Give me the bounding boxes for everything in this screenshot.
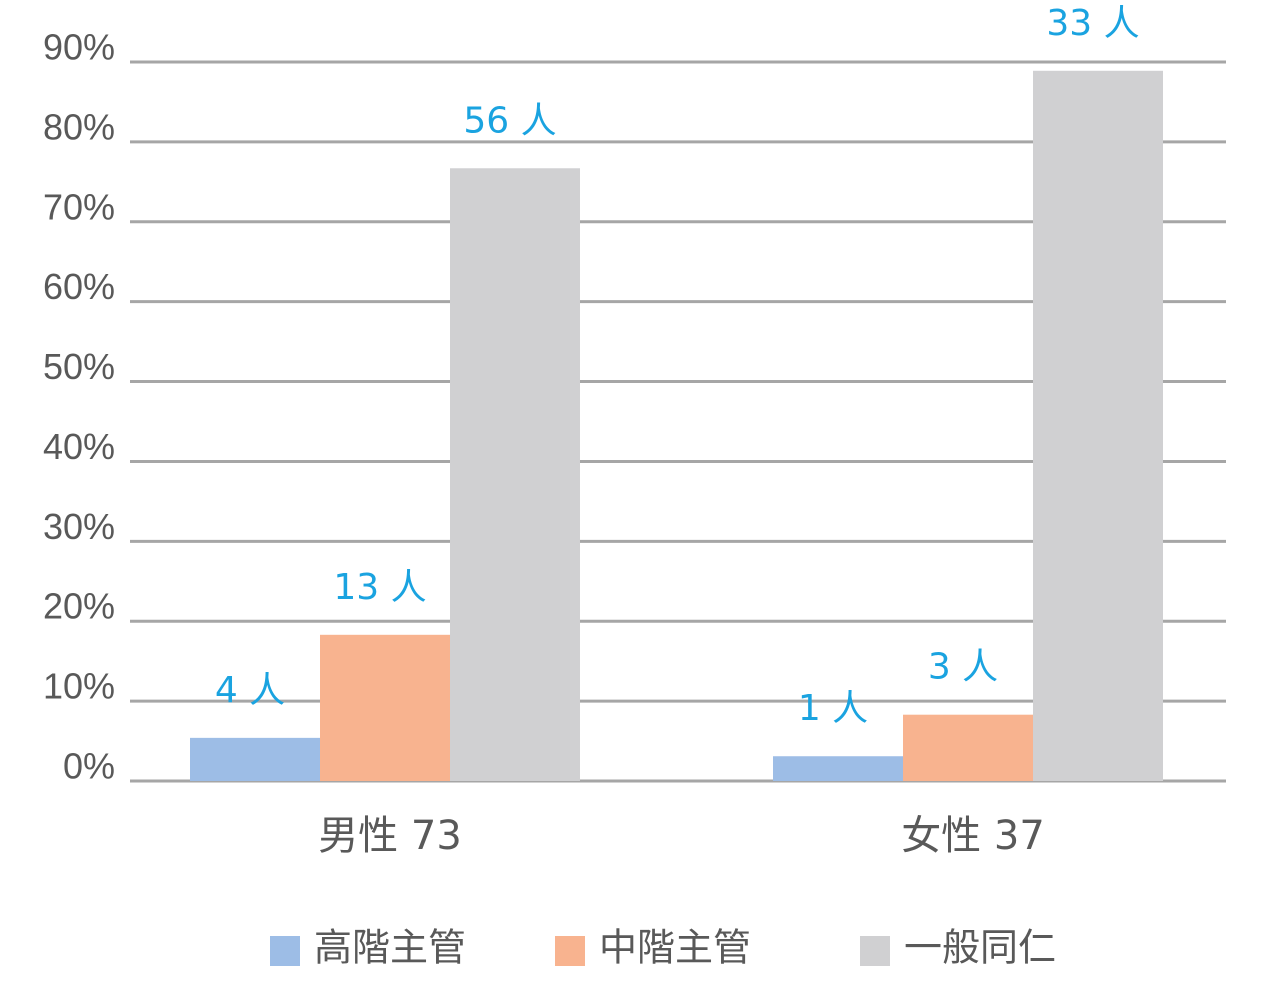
value-label: 1 人 (798, 688, 868, 729)
legend-label: 一般同仁 (904, 926, 1056, 970)
value-label: 3 人 (928, 647, 998, 688)
y-tick-label: 70% (43, 186, 115, 227)
legend-label: 中階主管 (599, 926, 751, 970)
y-tick-label: 40% (43, 426, 115, 467)
value-label: 4 人 (215, 670, 285, 711)
bar (320, 634, 450, 781)
x-tick-label: 女性 37 (901, 813, 1045, 859)
value-label: 56 人 (463, 100, 556, 141)
y-tick-label: 30% (43, 506, 115, 547)
legend-label: 高階主管 (314, 926, 466, 970)
y-tick-label: 60% (43, 266, 115, 307)
y-tick-label: 10% (43, 666, 115, 707)
legend-swatch (555, 936, 585, 966)
y-tick-label: 0% (63, 746, 115, 787)
x-tick-label: 男性 73 (318, 813, 462, 859)
y-tick-label: 20% (43, 586, 115, 627)
legend-swatch (860, 936, 890, 966)
bar (450, 168, 580, 782)
value-label: 13 人 (333, 567, 426, 608)
bar (903, 714, 1033, 781)
value-label: 33 人 (1046, 3, 1139, 44)
y-tick-label: 50% (43, 346, 115, 387)
legend-swatch (270, 936, 300, 966)
y-tick-label: 80% (43, 106, 115, 147)
bar (773, 756, 903, 781)
y-tick-label: 90% (43, 27, 115, 68)
bar (1033, 70, 1163, 781)
bar (190, 737, 320, 781)
